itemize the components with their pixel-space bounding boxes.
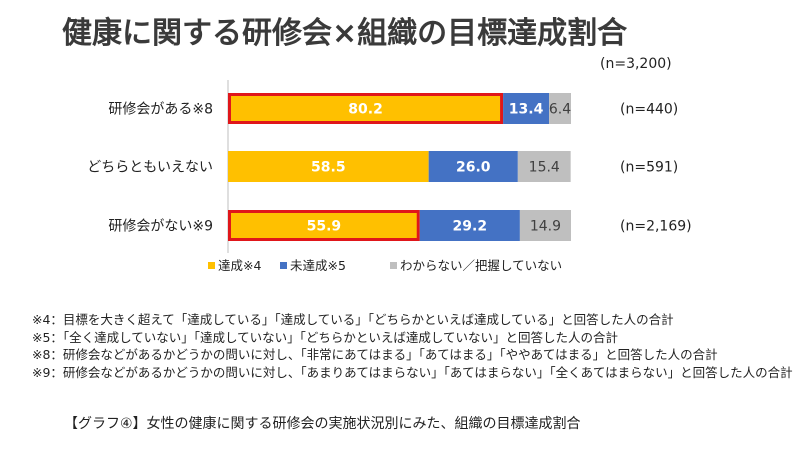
highlight-outline (228, 210, 420, 241)
category-label: どちらともいえない (87, 160, 213, 176)
bar-segment (428, 151, 518, 182)
bar-segment (419, 210, 520, 241)
footnote-5: ※5：「全く達成していない」「達成していない」「どちらかといえば達成していない」… (32, 329, 619, 345)
footnote-8: ※8：研修会などがあるかどうかの問いに対し、「非常にあてはまる」「あてはまる」「… (32, 347, 718, 362)
data-label: 14.9 (530, 219, 561, 235)
sample-size-label: (n=440) (620, 102, 678, 118)
category-label: 研修会がある※8 (108, 102, 213, 118)
footnotes: ※4：目標を大きく超えて「達成している」「達成している」「どちらかといえば達成し… (32, 311, 793, 381)
data-label: 6.4 (549, 102, 571, 118)
bar-segment (549, 93, 571, 124)
data-label: 26.0 (456, 160, 491, 176)
legend-swatch (390, 262, 397, 269)
footnote-4: ※4：目標を大きく超えて「達成している」「達成している」「どちらかといえば達成し… (32, 312, 674, 327)
chart-title: 健康に関する研修会×組織の目標達成割合 (62, 16, 628, 51)
bar-segment (503, 93, 550, 124)
legend-swatch (280, 262, 287, 269)
legend-label: 達成※4 (218, 258, 261, 273)
legend-label: わからない／把握していない (400, 258, 562, 273)
bar-segment (517, 151, 571, 182)
legend-label: 未達成※5 (290, 258, 346, 273)
bar-segment (228, 93, 504, 124)
data-label: 58.5 (311, 160, 346, 176)
data-label: 15.4 (529, 160, 560, 176)
legend-swatch (208, 262, 215, 269)
figure-caption: 【グラフ④】女性の健康に関する研修会の実施状況別にみた、組織の目標達成割合 (64, 416, 581, 432)
bar-segment (519, 210, 571, 241)
data-label: 29.2 (453, 219, 488, 235)
data-label: 13.4 (509, 102, 544, 118)
category-label: 研修会がない※9 (108, 219, 213, 235)
data-label: 80.2 (348, 102, 383, 118)
footnote-9: ※9：研修会などがあるかどうかの問いに対し、「あまりあてはまらない」「あてはまら… (32, 364, 793, 380)
sample-size-label: (n=2,169) (620, 219, 692, 235)
highlight-outline (228, 93, 504, 124)
bar-segment (228, 151, 429, 182)
data-label: 55.9 (307, 219, 342, 235)
bar-segment (228, 210, 420, 241)
total-sample-size: (n=3,200) (600, 56, 672, 72)
sample-size-label: (n=591) (620, 160, 678, 176)
stacked-bar-chart: 研修会がある※8 80.2 13.4 6.4 (n=440) どちらともいえない 58.5 2… (87, 80, 692, 273)
